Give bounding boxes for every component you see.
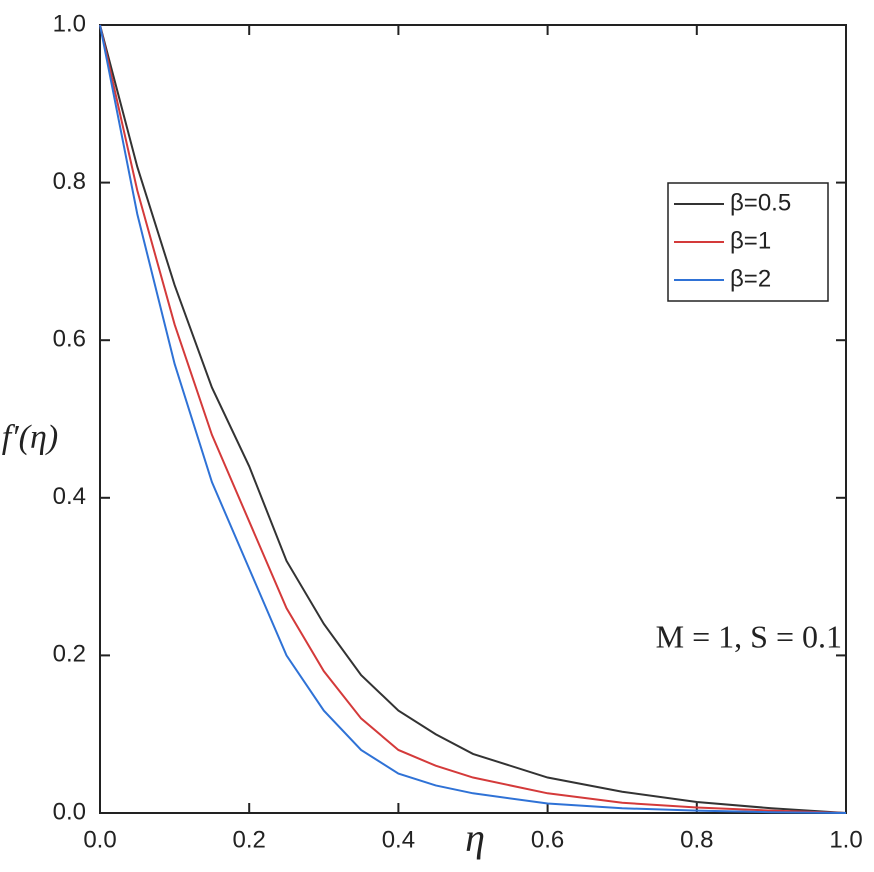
series-line [99, 24, 847, 814]
y-tick-label: 0.0 [53, 798, 86, 825]
plot-frame [99, 24, 847, 814]
x-tick-label: 1.0 [829, 826, 862, 853]
y-tick-label: 1.0 [53, 10, 86, 37]
y-axis-label: f′(η) [2, 419, 58, 456]
series-line [99, 24, 847, 814]
x-tick-label: 0.0 [83, 826, 116, 853]
x-tick-label: 0.6 [531, 826, 564, 853]
y-tick-label: 0.8 [53, 168, 86, 195]
legend-label: β=1 [730, 227, 771, 254]
legend-label: β=2 [730, 265, 771, 292]
y-tick-label: 0.2 [53, 641, 86, 668]
annotation: M = 1, S = 0.1 [656, 618, 842, 654]
x-tick-label: 0.4 [382, 826, 415, 853]
x-axis-label: η [465, 815, 485, 860]
x-tick-label: 0.2 [233, 826, 266, 853]
y-tick-label: 0.6 [53, 326, 86, 353]
legend-label: β=0.5 [730, 189, 791, 216]
series-line [99, 24, 847, 814]
y-tick-label: 0.4 [53, 483, 86, 510]
x-tick-label: 0.8 [680, 826, 713, 853]
